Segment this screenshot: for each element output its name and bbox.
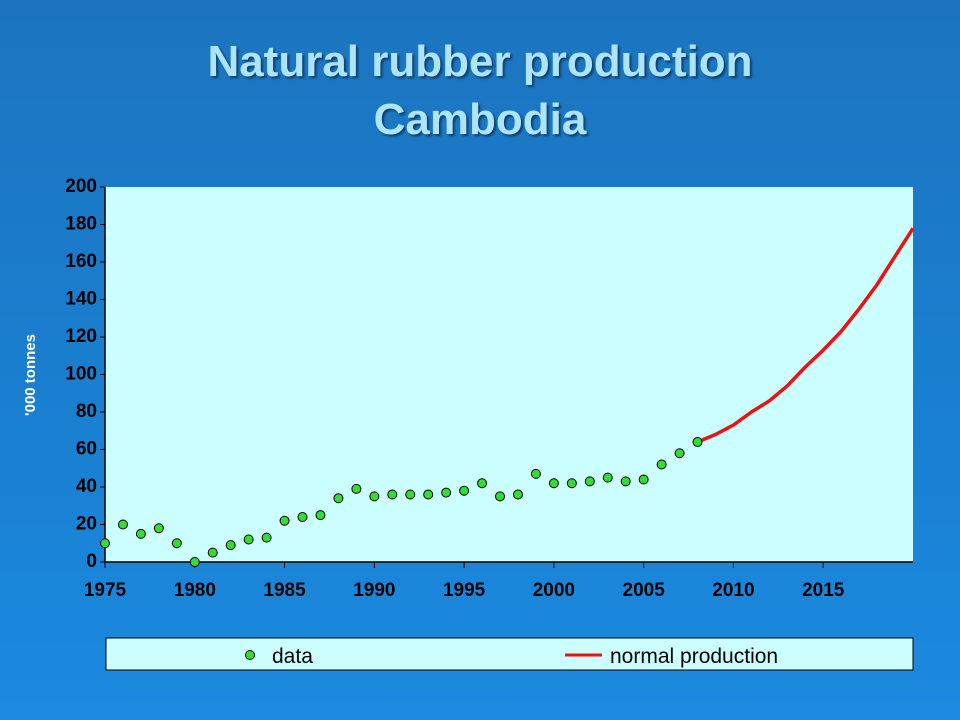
y-tick-label: 200 bbox=[65, 176, 97, 197]
normal-production-series bbox=[696, 227, 915, 444]
data-point bbox=[441, 487, 452, 498]
y-tick-label: 60 bbox=[76, 439, 97, 460]
data-point bbox=[387, 489, 398, 500]
data-series bbox=[100, 437, 703, 567]
x-tick-label: 1975 bbox=[84, 580, 127, 601]
slide-title: Natural rubber production bbox=[207, 37, 753, 86]
data-point bbox=[495, 491, 506, 502]
legend-label-data: data bbox=[272, 645, 313, 668]
data-point bbox=[566, 478, 577, 489]
data-point bbox=[333, 493, 344, 504]
x-tick-label: 2005 bbox=[623, 580, 666, 601]
data-point bbox=[638, 474, 649, 485]
data-point bbox=[584, 476, 595, 487]
y-tick-label: 80 bbox=[76, 401, 97, 422]
tick-labels: 0 20 40 60 80 100 120 140 160 180 200 1975 1980 1985 1… bbox=[65, 176, 844, 601]
data-point bbox=[692, 437, 703, 447]
y-tick-label: 180 bbox=[65, 214, 97, 235]
x-tick-label: 2000 bbox=[533, 580, 575, 601]
data-point bbox=[423, 489, 434, 500]
legend-label-normal-production: normal production bbox=[610, 645, 778, 668]
normal-production-line bbox=[696, 227, 915, 444]
data-point bbox=[405, 489, 416, 500]
y-tick-label: 100 bbox=[65, 364, 97, 385]
legend-data-marker bbox=[245, 650, 255, 660]
data-point bbox=[100, 538, 110, 549]
data-point bbox=[117, 519, 128, 530]
data-point bbox=[315, 510, 326, 521]
x-tick-label: 1980 bbox=[174, 580, 216, 601]
data-point bbox=[297, 512, 308, 522]
y-tick-label: 160 bbox=[65, 251, 97, 272]
data-point bbox=[369, 491, 380, 502]
x-tick-label: 1990 bbox=[353, 580, 395, 601]
plot-area bbox=[105, 187, 913, 562]
y-tick-label: 120 bbox=[65, 326, 97, 347]
axes bbox=[100, 186, 913, 568]
y-tick-label: 40 bbox=[76, 476, 97, 497]
legend: data normal production bbox=[105, 637, 914, 671]
data-point bbox=[477, 478, 488, 489]
data-point bbox=[548, 478, 559, 489]
data-point bbox=[207, 547, 218, 558]
x-tick-label: 1985 bbox=[263, 580, 306, 601]
data-point bbox=[243, 534, 254, 545]
data-point bbox=[459, 485, 470, 496]
data-point bbox=[189, 557, 200, 567]
data-point bbox=[530, 468, 541, 479]
y-axis-label: '000 tonnes bbox=[22, 334, 39, 416]
data-point bbox=[656, 459, 667, 470]
y-tick-label: 140 bbox=[65, 289, 97, 310]
legend-box bbox=[105, 637, 914, 671]
data-point bbox=[351, 483, 362, 494]
data-point bbox=[153, 523, 164, 534]
slide-subtitle: Cambodia bbox=[373, 95, 587, 144]
data-point bbox=[225, 540, 236, 551]
x-tick-label: 2015 bbox=[802, 580, 845, 601]
data-point bbox=[261, 532, 272, 543]
y-tick-label: 20 bbox=[76, 514, 97, 535]
x-tick-label: 1995 bbox=[443, 580, 486, 601]
data-point bbox=[171, 538, 182, 549]
data-point bbox=[135, 528, 146, 539]
data-point bbox=[620, 476, 631, 487]
data-point bbox=[674, 448, 685, 459]
data-point bbox=[279, 515, 290, 526]
x-tick-label: 2010 bbox=[712, 580, 754, 601]
y-tick-label: 0 bbox=[86, 551, 97, 572]
data-point bbox=[512, 489, 523, 500]
data-point bbox=[602, 472, 613, 483]
